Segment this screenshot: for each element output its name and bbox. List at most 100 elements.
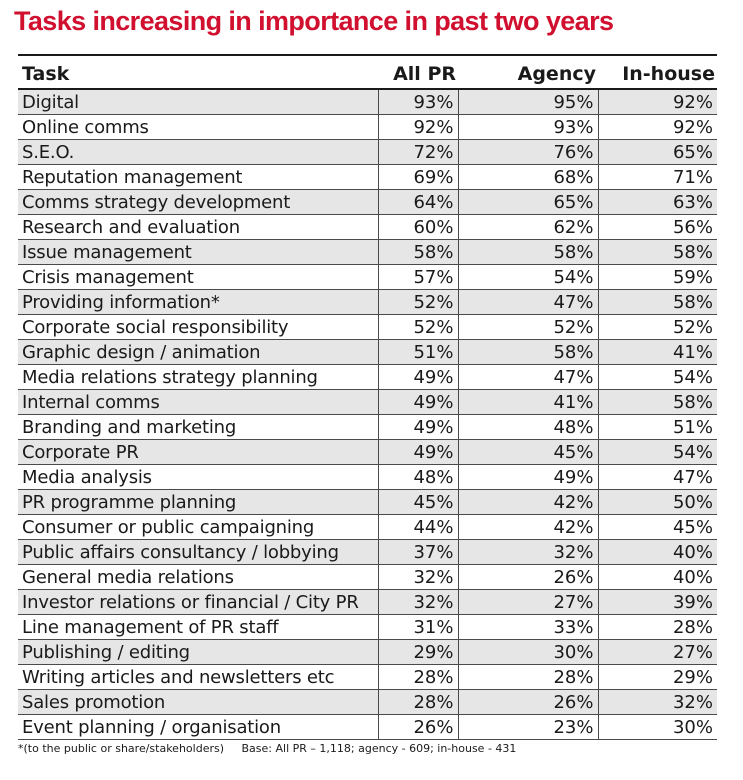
- cell-all-pr: 49%: [377, 389, 458, 415]
- cell-task: Branding and marketing: [18, 414, 378, 440]
- cell-agency: 23%: [457, 714, 598, 740]
- cell-task: Providing information*: [18, 289, 378, 315]
- cell-task: Public affairs consultancy / lobbying: [18, 539, 378, 565]
- top-rule: [18, 54, 717, 56]
- table-row: Reputation management 69% 68% 71%: [18, 164, 717, 190]
- cell-agency: 93%: [457, 114, 598, 140]
- cell-in-house: 54%: [597, 364, 717, 390]
- cell-agency: 95%: [457, 89, 598, 115]
- table-row: Graphic design / animation 51% 58% 41%: [18, 339, 717, 365]
- cell-in-house: 30%: [597, 714, 717, 740]
- cell-agency: 30%: [457, 639, 598, 665]
- table-row: Public affairs consultancy / lobbying 37%…: [18, 539, 717, 565]
- footnote-asterisk-note: *(to the public or share/stakeholders): [18, 742, 225, 755]
- cell-in-house: 92%: [597, 89, 717, 115]
- cell-all-pr: 52%: [377, 314, 458, 340]
- column-header-task: Task: [18, 60, 378, 90]
- footnote: *(to the public or share/stakeholders) B…: [18, 742, 516, 755]
- cell-task: PR programme planning: [18, 489, 378, 515]
- cell-task: Reputation management: [18, 164, 378, 190]
- cell-agency: 58%: [457, 339, 598, 365]
- cell-in-house: 63%: [597, 189, 717, 215]
- table-row: Sales promotion 28% 26% 32%: [18, 689, 717, 715]
- cell-task: Investor relations or financial / City P…: [18, 589, 378, 615]
- cell-agency: 48%: [457, 414, 598, 440]
- cell-task: Issue management: [18, 239, 378, 265]
- cell-task: Research and evaluation: [18, 214, 378, 240]
- cell-agency: 54%: [457, 264, 598, 290]
- cell-in-house: 27%: [597, 639, 717, 665]
- cell-task: Publishing / editing: [18, 639, 378, 665]
- cell-all-pr: 28%: [377, 664, 458, 690]
- table-body: Digital 93% 95% 92% Online comms 92% 93% 92% S.E…: [18, 89, 717, 740]
- cell-in-house: 50%: [597, 489, 717, 515]
- column-header-all-pr: All PR: [378, 60, 458, 90]
- cell-in-house: 65%: [597, 139, 717, 165]
- cell-in-house: 39%: [597, 589, 717, 615]
- table-row: S.E.O. 72% 76% 65%: [18, 139, 717, 165]
- table-row: Consumer or public campaigning 44% 42% 45%: [18, 514, 717, 540]
- cell-in-house: 71%: [597, 164, 717, 190]
- cell-agency: 68%: [457, 164, 598, 190]
- cell-all-pr: 58%: [377, 239, 458, 265]
- table-row: Corporate PR 49% 45% 54%: [18, 439, 717, 465]
- cell-all-pr: 60%: [377, 214, 458, 240]
- cell-task: Event planning / organisation: [18, 714, 378, 740]
- column-header-in-house: In-house: [598, 60, 717, 90]
- table-row: Online comms 92% 93% 92%: [18, 114, 717, 140]
- cell-agency: 65%: [457, 189, 598, 215]
- table-row: Digital 93% 95% 92%: [18, 89, 717, 115]
- cell-task: Writing articles and newsletters etc: [18, 664, 378, 690]
- cell-in-house: 29%: [597, 664, 717, 690]
- cell-agency: 49%: [457, 464, 598, 490]
- cell-all-pr: 72%: [377, 139, 458, 165]
- table-row: Research and evaluation 60% 62% 56%: [18, 214, 717, 240]
- cell-in-house: 58%: [597, 389, 717, 415]
- cell-all-pr: 52%: [377, 289, 458, 315]
- cell-task: Internal comms: [18, 389, 378, 415]
- cell-all-pr: 28%: [377, 689, 458, 715]
- table-row: Branding and marketing 49% 48% 51%: [18, 414, 717, 440]
- cell-all-pr: 69%: [377, 164, 458, 190]
- cell-all-pr: 92%: [377, 114, 458, 140]
- cell-task: Online comms: [18, 114, 378, 140]
- cell-task: Line management of PR staff: [18, 614, 378, 640]
- table-row: Media analysis 48% 49% 47%: [18, 464, 717, 490]
- cell-in-house: 40%: [597, 564, 717, 590]
- cell-all-pr: 48%: [377, 464, 458, 490]
- chart-title: Tasks increasing in importance in past t…: [14, 6, 614, 36]
- cell-task: Consumer or public campaigning: [18, 514, 378, 540]
- table-row: Event planning / organisation 26% 23% 30%: [18, 714, 717, 740]
- cell-agency: 52%: [457, 314, 598, 340]
- cell-agency: 62%: [457, 214, 598, 240]
- cell-all-pr: 29%: [377, 639, 458, 665]
- table-row: Internal comms 49% 41% 58%: [18, 389, 717, 415]
- cell-all-pr: 49%: [377, 439, 458, 465]
- cell-agency: 41%: [457, 389, 598, 415]
- footnote-base-note: Base: All PR – 1,118; agency - 609; in-h…: [241, 742, 517, 755]
- table-row: Crisis management 57% 54% 59%: [18, 264, 717, 290]
- cell-task: Crisis management: [18, 264, 378, 290]
- cell-in-house: 52%: [597, 314, 717, 340]
- cell-in-house: 51%: [597, 414, 717, 440]
- cell-agency: 58%: [457, 239, 598, 265]
- cell-all-pr: 44%: [377, 514, 458, 540]
- header-row: Task All PR Agency In-house: [18, 60, 717, 90]
- cell-in-house: 28%: [597, 614, 717, 640]
- cell-all-pr: 37%: [377, 539, 458, 565]
- cell-agency: 42%: [457, 489, 598, 515]
- cell-agency: 42%: [457, 514, 598, 540]
- cell-agency: 47%: [457, 364, 598, 390]
- cell-agency: 27%: [457, 589, 598, 615]
- cell-in-house: 45%: [597, 514, 717, 540]
- cell-agency: 76%: [457, 139, 598, 165]
- table-row: Providing information* 52% 47% 58%: [18, 289, 717, 315]
- cell-all-pr: 45%: [377, 489, 458, 515]
- cell-in-house: 59%: [597, 264, 717, 290]
- cell-agency: 47%: [457, 289, 598, 315]
- cell-all-pr: 49%: [377, 414, 458, 440]
- cell-task: Graphic design / animation: [18, 339, 378, 365]
- cell-task: Digital: [18, 89, 378, 115]
- cell-all-pr: 51%: [377, 339, 458, 365]
- cell-in-house: 47%: [597, 464, 717, 490]
